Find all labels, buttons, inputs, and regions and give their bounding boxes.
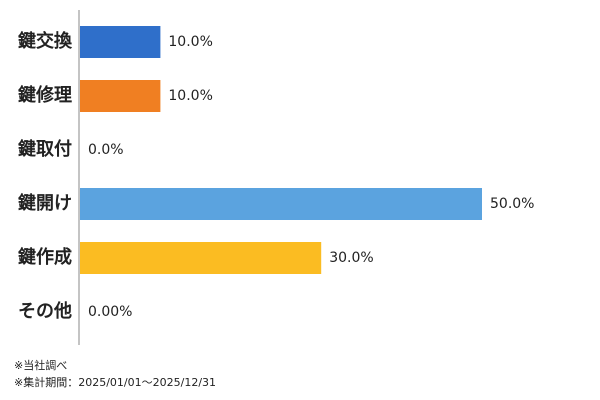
value-label: 30.0% [329, 250, 373, 266]
note: ※集計期間：2025/01/01～2025/12/31 [14, 375, 216, 389]
category-label: 鍵修理 [18, 84, 72, 106]
category-label: その他 [18, 300, 72, 322]
value-label: 50.0% [490, 196, 534, 212]
value-label: 0.0% [88, 142, 124, 158]
category-label: 鍵開け [18, 192, 72, 214]
category-label: 鍵作成 [18, 246, 72, 268]
category-label: 鍵交換 [18, 30, 73, 52]
value-label: 10.0% [168, 34, 212, 50]
category-label: 鍵取付 [18, 138, 72, 160]
bar [80, 80, 161, 112]
bar [80, 188, 482, 220]
bar [80, 242, 322, 274]
note: ※当社調べ [14, 358, 67, 372]
value-label: 10.0% [168, 88, 212, 104]
value-label: 0.00% [88, 304, 132, 320]
bar [80, 26, 161, 58]
